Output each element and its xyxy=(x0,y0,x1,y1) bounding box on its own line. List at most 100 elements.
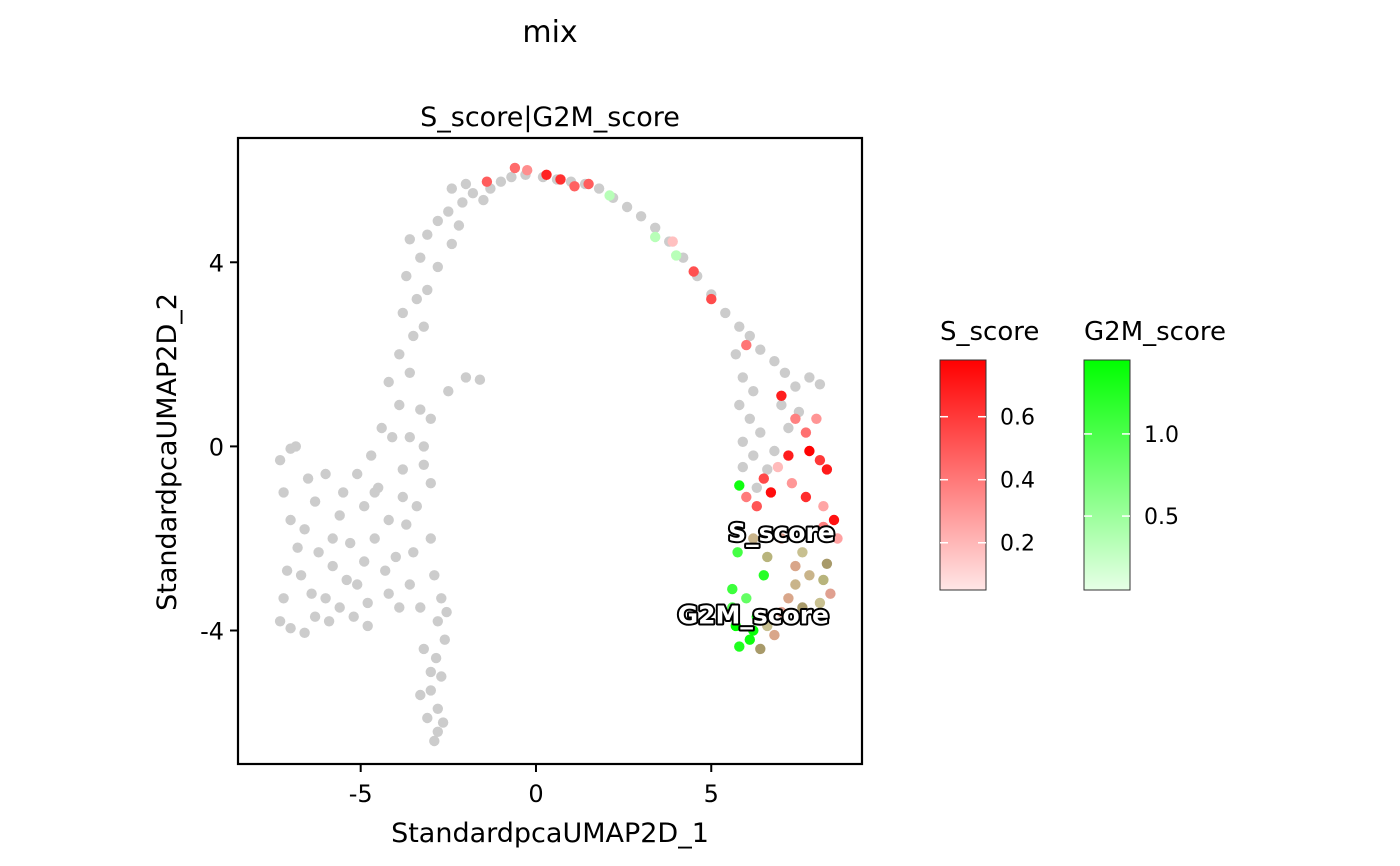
s-score-cell-point xyxy=(832,533,843,544)
grey-cell-point xyxy=(744,413,755,424)
s-score-cell-point xyxy=(522,165,533,176)
grey-cell-point xyxy=(814,379,826,390)
g2m-score-cell-point xyxy=(730,620,741,632)
s-score-cell-point xyxy=(790,413,801,424)
grey-cell-point xyxy=(478,194,489,206)
grey-cell-point xyxy=(755,344,766,355)
grey-cell-point xyxy=(338,487,349,498)
grey-cell-point xyxy=(327,533,338,544)
grey-cell-point xyxy=(720,307,731,319)
grey-cell-point xyxy=(621,201,633,213)
grey-cell-point xyxy=(411,501,422,512)
grey-cell-point xyxy=(369,487,380,498)
grey-cell-point xyxy=(460,372,472,383)
grey-cell-point xyxy=(762,464,773,475)
grey-cell-point xyxy=(783,422,794,434)
grey-cell-point xyxy=(397,491,408,503)
grey-cell-point xyxy=(285,623,296,634)
colorbar-tick-label: 0.5 xyxy=(1144,505,1179,530)
panel-subtitle: S_score|G2M_score xyxy=(420,102,680,133)
grey-cell-point xyxy=(415,602,426,613)
colorbar-tick-label: 0.2 xyxy=(1000,532,1035,557)
chart-title: mix xyxy=(522,15,577,50)
grey-cell-point xyxy=(467,188,479,199)
colorbar xyxy=(939,359,987,591)
mixed-score-cell-point xyxy=(776,533,787,544)
x-tick-label: 5 xyxy=(704,780,719,808)
grey-cell-point xyxy=(362,620,373,632)
grey-cell-point xyxy=(437,717,449,728)
grey-cell-point xyxy=(281,565,293,576)
y-axis-title: StandardpcaUMAP2D_2 xyxy=(152,293,183,611)
s-score-cell-point xyxy=(741,339,752,351)
grey-cell-point xyxy=(408,330,419,342)
grey-cell-point xyxy=(334,510,345,521)
g2m-score-cell-point xyxy=(727,602,738,613)
grey-cell-point xyxy=(443,206,454,217)
s-score-cell-point xyxy=(828,514,840,526)
mixed-score-cell-point xyxy=(811,611,822,622)
y-tick-label: 4 xyxy=(209,249,224,277)
grey-cell-point xyxy=(394,349,405,360)
grey-cell-point xyxy=(804,372,815,383)
grey-cell-point xyxy=(422,229,433,240)
grey-cell-point xyxy=(302,473,314,484)
grey-cell-point xyxy=(415,689,426,701)
grey-cell-point xyxy=(376,422,387,434)
s-score-cell-point xyxy=(818,501,829,512)
colorbar-tick-label: 0.6 xyxy=(1000,406,1035,431)
g2m-score-cell-point xyxy=(671,250,682,261)
g2m-score-cell-point xyxy=(727,583,738,595)
s-score-cell-point xyxy=(772,461,784,473)
grey-cell-point xyxy=(415,252,426,263)
mixed-score-cell-point xyxy=(818,574,829,586)
grey-cell-point xyxy=(278,487,289,498)
grey-cell-point xyxy=(734,321,745,332)
grey-cell-point xyxy=(401,519,412,530)
s-score-cell-point xyxy=(776,390,787,401)
grey-cell-point xyxy=(418,441,429,452)
grey-cell-point xyxy=(593,183,605,194)
grey-cell-point xyxy=(453,220,465,231)
s-score-cell-point xyxy=(818,521,829,533)
grey-cell-point xyxy=(380,565,391,576)
grey-cell-point xyxy=(422,284,433,296)
grey-cell-point xyxy=(635,211,647,222)
s-score-cell-point xyxy=(765,487,777,498)
grey-cell-point xyxy=(425,533,436,544)
mixed-score-cell-point xyxy=(790,560,801,572)
grey-cell-point xyxy=(443,386,454,397)
grey-cell-point xyxy=(327,560,338,572)
grey-cell-point xyxy=(387,432,398,443)
g2m-score-cell-point xyxy=(734,480,745,491)
g2m-score-cell-point xyxy=(604,190,615,201)
mixed-score-cell-point xyxy=(755,643,766,655)
grey-cell-point xyxy=(290,441,301,452)
grey-cell-point xyxy=(439,634,450,645)
mixed-score-cell-point xyxy=(776,606,787,618)
grey-cell-point xyxy=(299,627,310,638)
y-axis: -4 0 4 xyxy=(200,249,238,646)
point-layer xyxy=(274,162,843,747)
grey-cell-point xyxy=(404,432,415,443)
grey-cell-point xyxy=(394,399,405,411)
grey-cell-point xyxy=(292,542,303,553)
s-score-cell-point xyxy=(800,427,812,438)
grey-cell-point xyxy=(460,178,472,190)
grey-cell-point xyxy=(734,399,745,411)
y-tick-label: -4 xyxy=(200,618,224,646)
grey-cell-point xyxy=(383,514,394,526)
mixed-score-cell-point xyxy=(797,547,808,558)
grey-cell-point xyxy=(790,381,801,392)
grey-cell-point xyxy=(474,374,486,385)
grey-cell-point xyxy=(278,593,289,604)
grey-cell-point xyxy=(348,611,359,622)
g2m-score-cell-point xyxy=(741,593,752,604)
mixed-score-cell-point xyxy=(797,602,808,613)
grey-cell-point xyxy=(320,593,331,604)
mixed-score-cell-point xyxy=(762,620,773,632)
grey-cell-point xyxy=(359,556,370,567)
grey-cell-point xyxy=(737,436,748,447)
grey-cell-point xyxy=(306,588,317,599)
grey-cell-point xyxy=(436,671,447,682)
